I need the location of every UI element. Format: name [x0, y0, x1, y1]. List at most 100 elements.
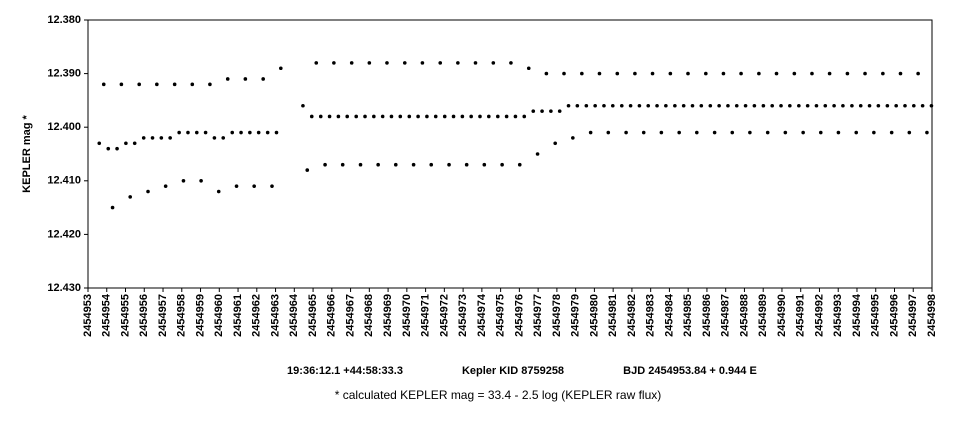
data-point [389, 114, 394, 119]
data-point [243, 77, 248, 81]
data-point [633, 71, 637, 76]
data-point [416, 114, 420, 119]
data-point [912, 103, 916, 108]
plot-area [87, 19, 933, 289]
data-point [186, 130, 190, 135]
data-point [261, 77, 265, 81]
data-point [721, 71, 726, 76]
y-axis-label: KEPLER mag * [21, 114, 33, 192]
data-point [309, 114, 314, 119]
data-point [128, 195, 132, 199]
x-tick-label: 2454984 [663, 293, 675, 337]
data-point [411, 162, 416, 167]
data-point [155, 82, 159, 87]
y-tick-label: 12.380 [47, 14, 81, 26]
data-point [774, 71, 779, 76]
data-point [588, 130, 593, 135]
x-tick-label: 2454965 [307, 294, 319, 337]
y-tick-label: 12.420 [47, 228, 81, 240]
data-point [522, 114, 527, 119]
data-point [748, 130, 752, 135]
data-point [393, 162, 398, 167]
data-point [451, 114, 456, 119]
data-point [686, 71, 690, 76]
data-point [97, 141, 102, 146]
data-point [540, 109, 544, 113]
data-point [150, 136, 155, 140]
data-point [695, 130, 699, 135]
data-point [544, 71, 549, 76]
data-point [836, 130, 841, 135]
data-point [314, 61, 319, 65]
data-point [770, 103, 775, 108]
data-point [363, 114, 367, 119]
data-point [340, 162, 345, 167]
data-point [274, 130, 279, 135]
data-point [487, 114, 491, 119]
x-tick-label: 2454960 [213, 294, 225, 337]
data-point [752, 103, 757, 108]
data-point [345, 114, 350, 119]
x-tick-label: 2454968 [363, 294, 375, 337]
data-point [141, 136, 146, 140]
data-point [708, 103, 713, 108]
data-point [438, 61, 443, 65]
data-point [473, 61, 478, 65]
data-point [385, 61, 389, 65]
data-point [619, 103, 624, 108]
data-point [496, 114, 500, 119]
x-tick-label: 2454980 [588, 294, 600, 337]
data-point [106, 146, 111, 151]
x-tick-label: 2454962 [251, 294, 263, 337]
x-tick-label: 2454988 [738, 294, 750, 337]
data-point [845, 71, 850, 76]
data-point [717, 103, 721, 108]
data-point [827, 71, 832, 76]
data-point [854, 130, 859, 135]
x-tick-label: 2454989 [757, 294, 769, 337]
data-point [664, 103, 668, 108]
data-point [903, 103, 907, 108]
data-point [818, 130, 823, 135]
x-tick-label: 2454973 [457, 294, 469, 337]
data-point [584, 103, 589, 108]
data-point [858, 103, 863, 108]
data-point [119, 82, 124, 87]
x-tick-label: 2454969 [382, 294, 394, 337]
x-tick-label: 2454978 [551, 294, 563, 337]
y-tick-label: 12.430 [47, 282, 81, 294]
data-point [920, 103, 925, 108]
data-point [336, 114, 341, 119]
data-point [372, 114, 376, 119]
data-point [606, 130, 611, 135]
data-point [265, 130, 270, 135]
data-point [765, 130, 770, 135]
x-tick-label: 2454996 [888, 294, 900, 337]
data-point [597, 71, 602, 76]
data-point [743, 103, 748, 108]
data-point [194, 130, 199, 135]
data-point [234, 184, 239, 188]
data-point [677, 130, 681, 135]
data-point [650, 71, 655, 76]
data-point [433, 114, 438, 119]
data-point [305, 168, 310, 172]
data-point [739, 71, 743, 76]
x-tick-label: 2454957 [157, 294, 169, 337]
data-point [549, 109, 553, 113]
data-point [509, 61, 513, 65]
data-point [602, 103, 606, 108]
data-point [460, 114, 465, 119]
data-point [615, 71, 620, 76]
data-point [624, 130, 628, 135]
data-point [646, 103, 651, 108]
x-tick-label: 2454974 [476, 293, 488, 337]
data-point [562, 71, 566, 76]
data-point [517, 162, 522, 167]
data-point [101, 82, 106, 87]
data-point [872, 130, 876, 135]
data-point [881, 71, 885, 76]
data-point [225, 77, 230, 81]
x-tick-label: 2454987 [720, 294, 732, 337]
